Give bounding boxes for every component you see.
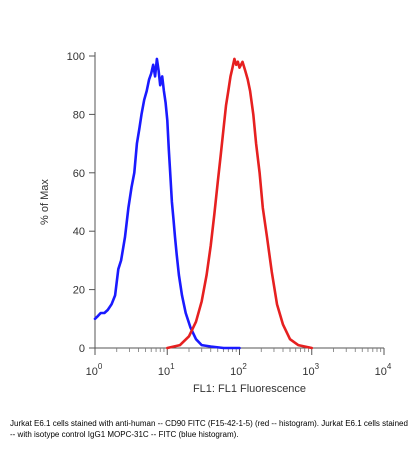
axes [89,52,385,355]
x-tick-label: 104 [375,362,392,378]
x-tick-base: 10 [230,366,242,378]
x-tick-label: 101 [158,362,175,378]
series-layer [93,57,314,350]
y-tick-label: 100 [67,51,85,63]
x-tick-exponent: 1 [170,362,175,371]
y-tick-label: 0 [79,343,85,355]
x-tick-label: 100 [86,362,103,378]
x-axis-title: FL1: FL1 Fluorescence [193,383,306,395]
isotype-histogram-line [93,57,241,350]
x-tick-exponent: 0 [98,362,103,371]
y-tick-label: 60 [73,168,85,180]
y-tick-label: 40 [73,226,85,238]
y-tick-label: 20 [73,285,85,297]
x-tick-base: 10 [86,366,98,378]
x-tick-exponent: 2 [242,362,247,371]
x-tick-base: 10 [375,366,387,378]
y-axis-title: % of Max [39,179,51,225]
figure-caption: Jurkat E6.1 cells stained with anti-huma… [10,419,408,439]
x-tick-label: 102 [230,362,247,378]
cd90-histogram-line [166,57,314,350]
x-tick-exponent: 3 [315,362,320,371]
x-tick-base: 10 [302,366,314,378]
x-tick-base: 10 [158,366,170,378]
x-tick-label: 103 [302,362,319,378]
y-tick-label: 80 [73,109,85,121]
x-tick-exponent: 4 [387,362,392,371]
